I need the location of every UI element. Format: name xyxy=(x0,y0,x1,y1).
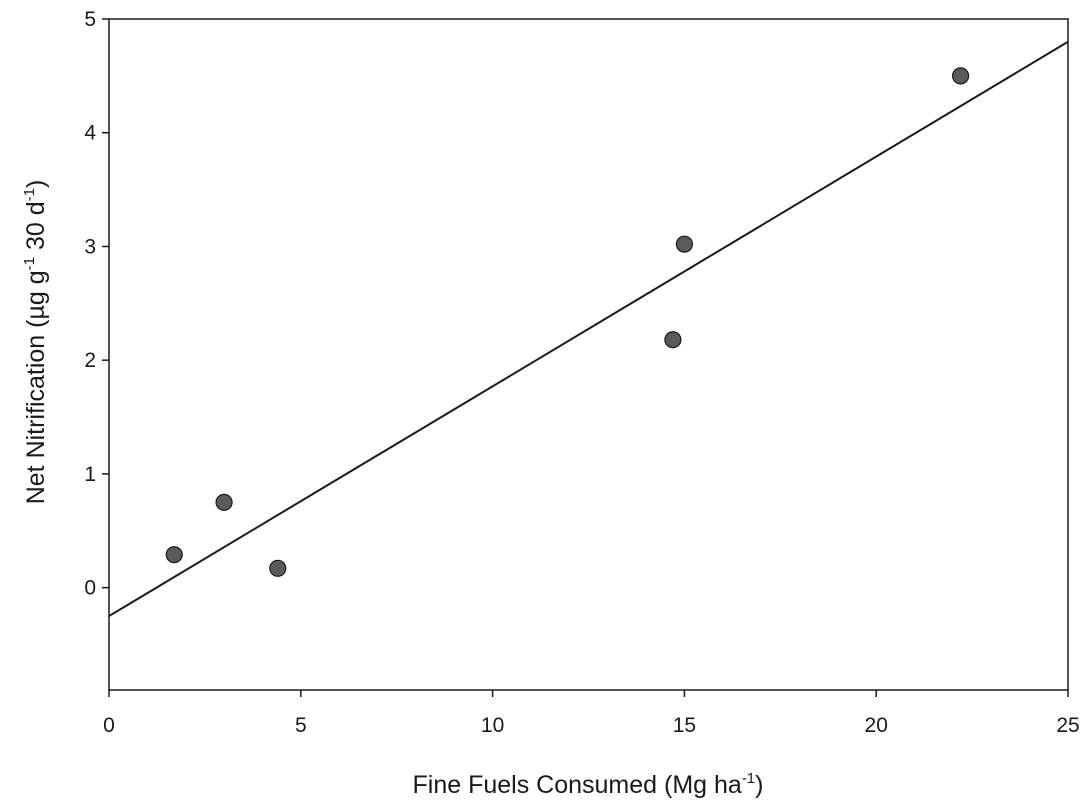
x-tick-label: 15 xyxy=(673,714,696,737)
data-point xyxy=(675,235,694,253)
x-tick-label: 0 xyxy=(103,714,115,737)
y-tick-label: 5 xyxy=(84,8,96,31)
x-tick-label: 5 xyxy=(295,714,307,737)
x-tick-label: 25 xyxy=(1056,714,1079,737)
plot-frame xyxy=(108,18,1069,691)
data-point xyxy=(165,546,183,564)
y-tick-label: 1 xyxy=(84,463,96,486)
y-tick-label: 0 xyxy=(84,577,96,600)
x-axis-title: Fine Fuels Consumed (Mg ha-1) xyxy=(413,770,764,799)
x-axis-tick-labels: 0 5 10 15 20 25 xyxy=(103,714,1080,737)
data-point xyxy=(215,493,233,511)
data-point xyxy=(664,331,682,349)
x-tick-label: 20 xyxy=(865,714,888,737)
x-tick-label: 10 xyxy=(481,714,504,737)
y-axis-tick-labels: 0 1 2 3 4 5 xyxy=(84,8,96,600)
y-tick-label: 3 xyxy=(84,235,96,258)
data-points xyxy=(165,67,970,577)
y-axis-ticks xyxy=(102,18,109,589)
regression-line xyxy=(108,40,1069,617)
data-point xyxy=(269,559,287,577)
data-point xyxy=(951,67,970,85)
x-axis-ticks xyxy=(108,690,1069,697)
y-tick-label: 4 xyxy=(84,122,96,145)
y-tick-label: 2 xyxy=(84,349,96,372)
y-axis-title: Net Nitrification (µg g-1 30 d-1) xyxy=(21,180,50,505)
